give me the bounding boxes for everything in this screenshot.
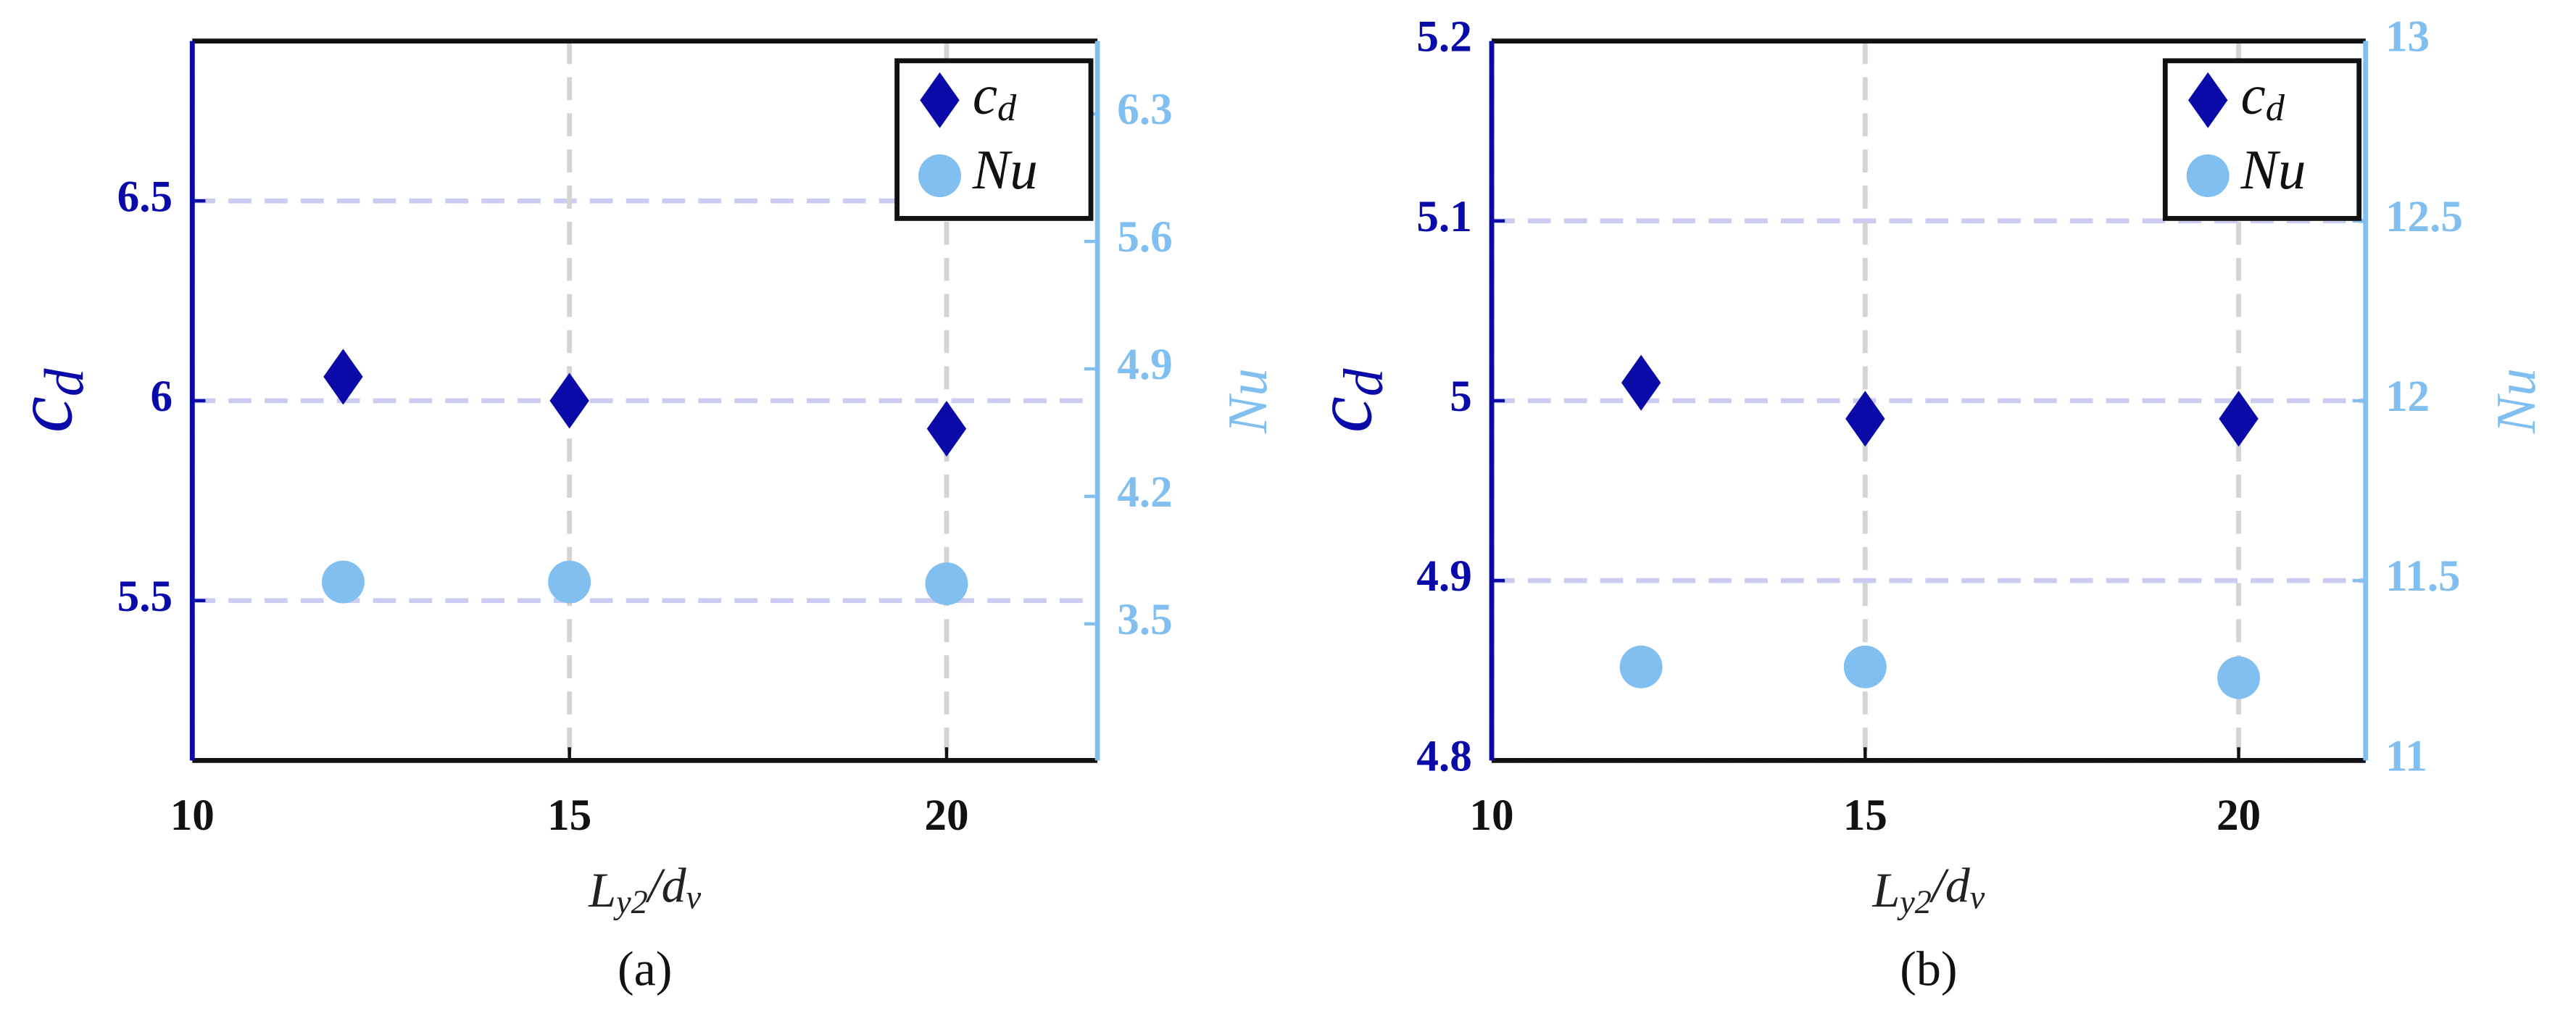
subplot-label: (b) [1900, 941, 1957, 996]
circle-marker [548, 560, 591, 604]
circle-marker [1843, 645, 1887, 688]
y2-tick-label: 4.9 [1117, 340, 1172, 389]
y2-tick-label: 3.5 [1117, 595, 1172, 644]
x-tick-label: 10 [170, 791, 215, 840]
circle-marker [2217, 656, 2261, 699]
diamond-marker [1845, 391, 1885, 447]
legend-box [894, 58, 1094, 221]
legend-label: cd [2241, 63, 2285, 129]
diamond-marker [2219, 391, 2259, 447]
legend-marker [918, 154, 961, 197]
y2-tick-label: 12.5 [2385, 192, 2463, 241]
y2-tick-label: 5.6 [1117, 212, 1172, 262]
y2-tick-label: 13 [2385, 12, 2430, 62]
y-axis-label: cd [1297, 368, 1394, 433]
x-tick-label: 10 [1469, 791, 1513, 840]
x-axis-label: Ly2/dv [1871, 857, 1985, 920]
y-tick-label: 6 [151, 372, 173, 421]
y-tick-label: 6.5 [117, 172, 173, 221]
circle-marker [925, 562, 968, 606]
y-tick-label: 4.9 [1416, 551, 1471, 601]
diamond-marker [323, 349, 363, 405]
circle-marker [321, 560, 365, 604]
legend-label: Nu [972, 138, 1038, 201]
y2-tick-label: 11.5 [2385, 551, 2461, 601]
y2-tick-label: 4.2 [1117, 467, 1172, 517]
x-tick-label: 15 [1843, 791, 1887, 840]
y-tick-label: 5 [1450, 372, 1472, 421]
subplot-label: (a) [618, 941, 672, 996]
x-tick-label: 20 [2216, 791, 2261, 840]
y-tick-label: 4.8 [1416, 731, 1471, 780]
legend-marker [2186, 154, 2230, 197]
y-axis-label: cd [0, 368, 94, 433]
y2-tick-label: 12 [2385, 372, 2430, 421]
y-tick-label: 5.5 [117, 572, 173, 621]
x-tick-label: 15 [547, 791, 591, 840]
diamond-marker [926, 401, 967, 457]
y2-axis-label: Nu [2485, 368, 2547, 434]
y-tick-label: 5.2 [1416, 12, 1471, 62]
y2-tick-label: 11 [2385, 731, 2427, 780]
x-axis-label: Ly2/dv [588, 857, 701, 920]
x-tick-label: 20 [924, 791, 968, 840]
y2-axis-label: Nu [1216, 368, 1279, 434]
legend-label: Nu [2240, 138, 2306, 201]
y-tick-label: 5.1 [1416, 192, 1471, 241]
diamond-marker [549, 372, 589, 429]
y2-tick-label: 6.3 [1117, 85, 1172, 134]
legend-label: cd [973, 63, 1017, 129]
circle-marker [1619, 645, 1663, 688]
